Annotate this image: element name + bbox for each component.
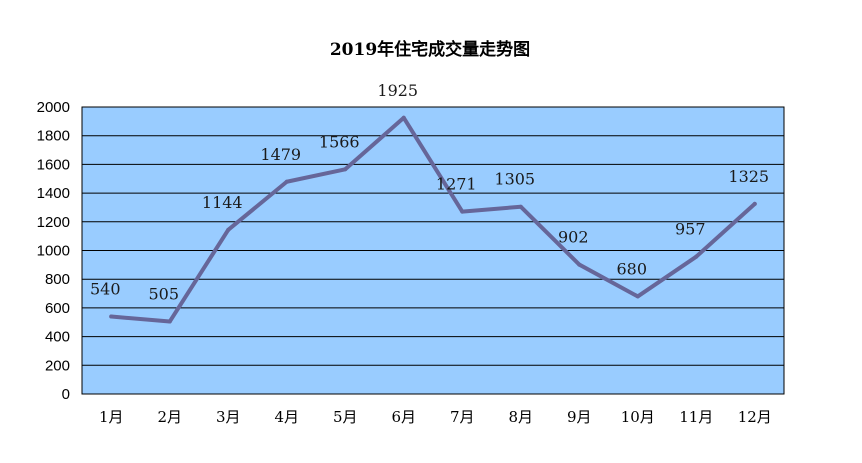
data-point	[226, 227, 231, 232]
data-label: 1566	[319, 132, 360, 151]
data-point	[167, 319, 172, 324]
x-tick-label: 10月	[621, 408, 655, 426]
x-tick-label: 9月	[567, 408, 592, 426]
x-tick-label: 5月	[333, 408, 358, 426]
data-point	[284, 179, 289, 184]
data-labels: 540 505 1144 1479 1566 1925 1271 1305 902 680 957 1…	[90, 81, 769, 324]
data-label: 1325	[728, 167, 769, 186]
series-line	[109, 115, 757, 324]
data-point	[343, 167, 348, 172]
y-tick-label: 1400	[37, 185, 70, 202]
y-tick-label: 200	[45, 357, 70, 374]
x-tick-label: 6月	[391, 408, 416, 426]
data-label: 540	[90, 280, 121, 299]
y-tick-label: 2000	[37, 99, 70, 116]
data-label: 505	[148, 285, 179, 304]
data-point	[518, 204, 523, 209]
data-point	[752, 201, 757, 206]
x-tick-label: 3月	[216, 408, 241, 426]
data-label: 1925	[377, 81, 418, 100]
y-tick-label: 1000	[37, 243, 70, 260]
x-axis-ticks: 1月 2月 3月 4月 5月 6月 7月 8月 9月 10月 11月 12月	[99, 408, 772, 426]
x-tick-label: 4月	[274, 408, 299, 426]
x-tick-label: 2月	[157, 408, 182, 426]
y-tick-label: 1200	[37, 214, 70, 231]
y-tick-label: 400	[45, 329, 70, 346]
data-point	[694, 254, 699, 259]
data-point	[460, 209, 465, 214]
data-point	[401, 115, 406, 120]
y-axis-ticks: 0 200 400 600 800 1000 1200 1400 1600 1800 2000	[37, 99, 70, 403]
data-label: 1271	[436, 175, 477, 194]
y-tick-label: 600	[45, 300, 70, 317]
data-point	[577, 262, 582, 267]
x-tick-label: 8月	[508, 408, 533, 426]
y-tick-label: 1600	[37, 156, 70, 173]
data-label: 902	[558, 228, 589, 247]
chart-title: 2019年住宅成交量走势图	[330, 39, 530, 60]
x-tick-label: 1月	[99, 408, 124, 426]
y-tick-label: 0	[62, 386, 70, 403]
data-label: 680	[616, 259, 647, 278]
data-label: 1479	[260, 145, 301, 164]
x-tick-label: 11月	[679, 408, 713, 426]
data-label: 1305	[494, 170, 535, 189]
x-tick-label: 7月	[450, 408, 475, 426]
data-point	[635, 294, 640, 299]
data-point	[109, 314, 114, 319]
gridlines	[82, 135, 784, 366]
data-label: 1144	[202, 193, 243, 212]
data-label: 957	[675, 220, 706, 239]
y-tick-label: 1800	[37, 128, 70, 145]
y-tick-label: 800	[45, 271, 70, 288]
x-tick-label: 12月	[738, 408, 772, 426]
